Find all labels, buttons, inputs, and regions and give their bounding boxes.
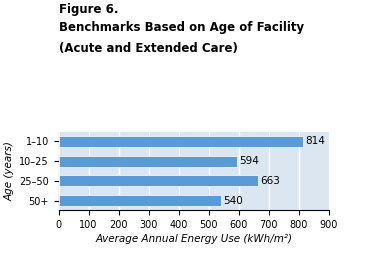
Bar <box>59 195 221 206</box>
Bar <box>59 136 303 147</box>
Text: 594: 594 <box>239 156 259 166</box>
Bar <box>59 175 258 186</box>
Text: 663: 663 <box>260 176 280 186</box>
Bar <box>59 156 237 166</box>
Text: 540: 540 <box>223 195 243 206</box>
Text: Figure 6.: Figure 6. <box>59 3 118 16</box>
Text: (Acute and Extended Care): (Acute and Extended Care) <box>59 42 237 55</box>
Text: Benchmarks Based on Age of Facility: Benchmarks Based on Age of Facility <box>59 21 304 34</box>
Text: 814: 814 <box>305 136 325 146</box>
Y-axis label: Age (years): Age (years) <box>5 141 15 201</box>
X-axis label: Average Annual Energy Use (kWh/m²): Average Annual Energy Use (kWh/m²) <box>95 234 292 244</box>
